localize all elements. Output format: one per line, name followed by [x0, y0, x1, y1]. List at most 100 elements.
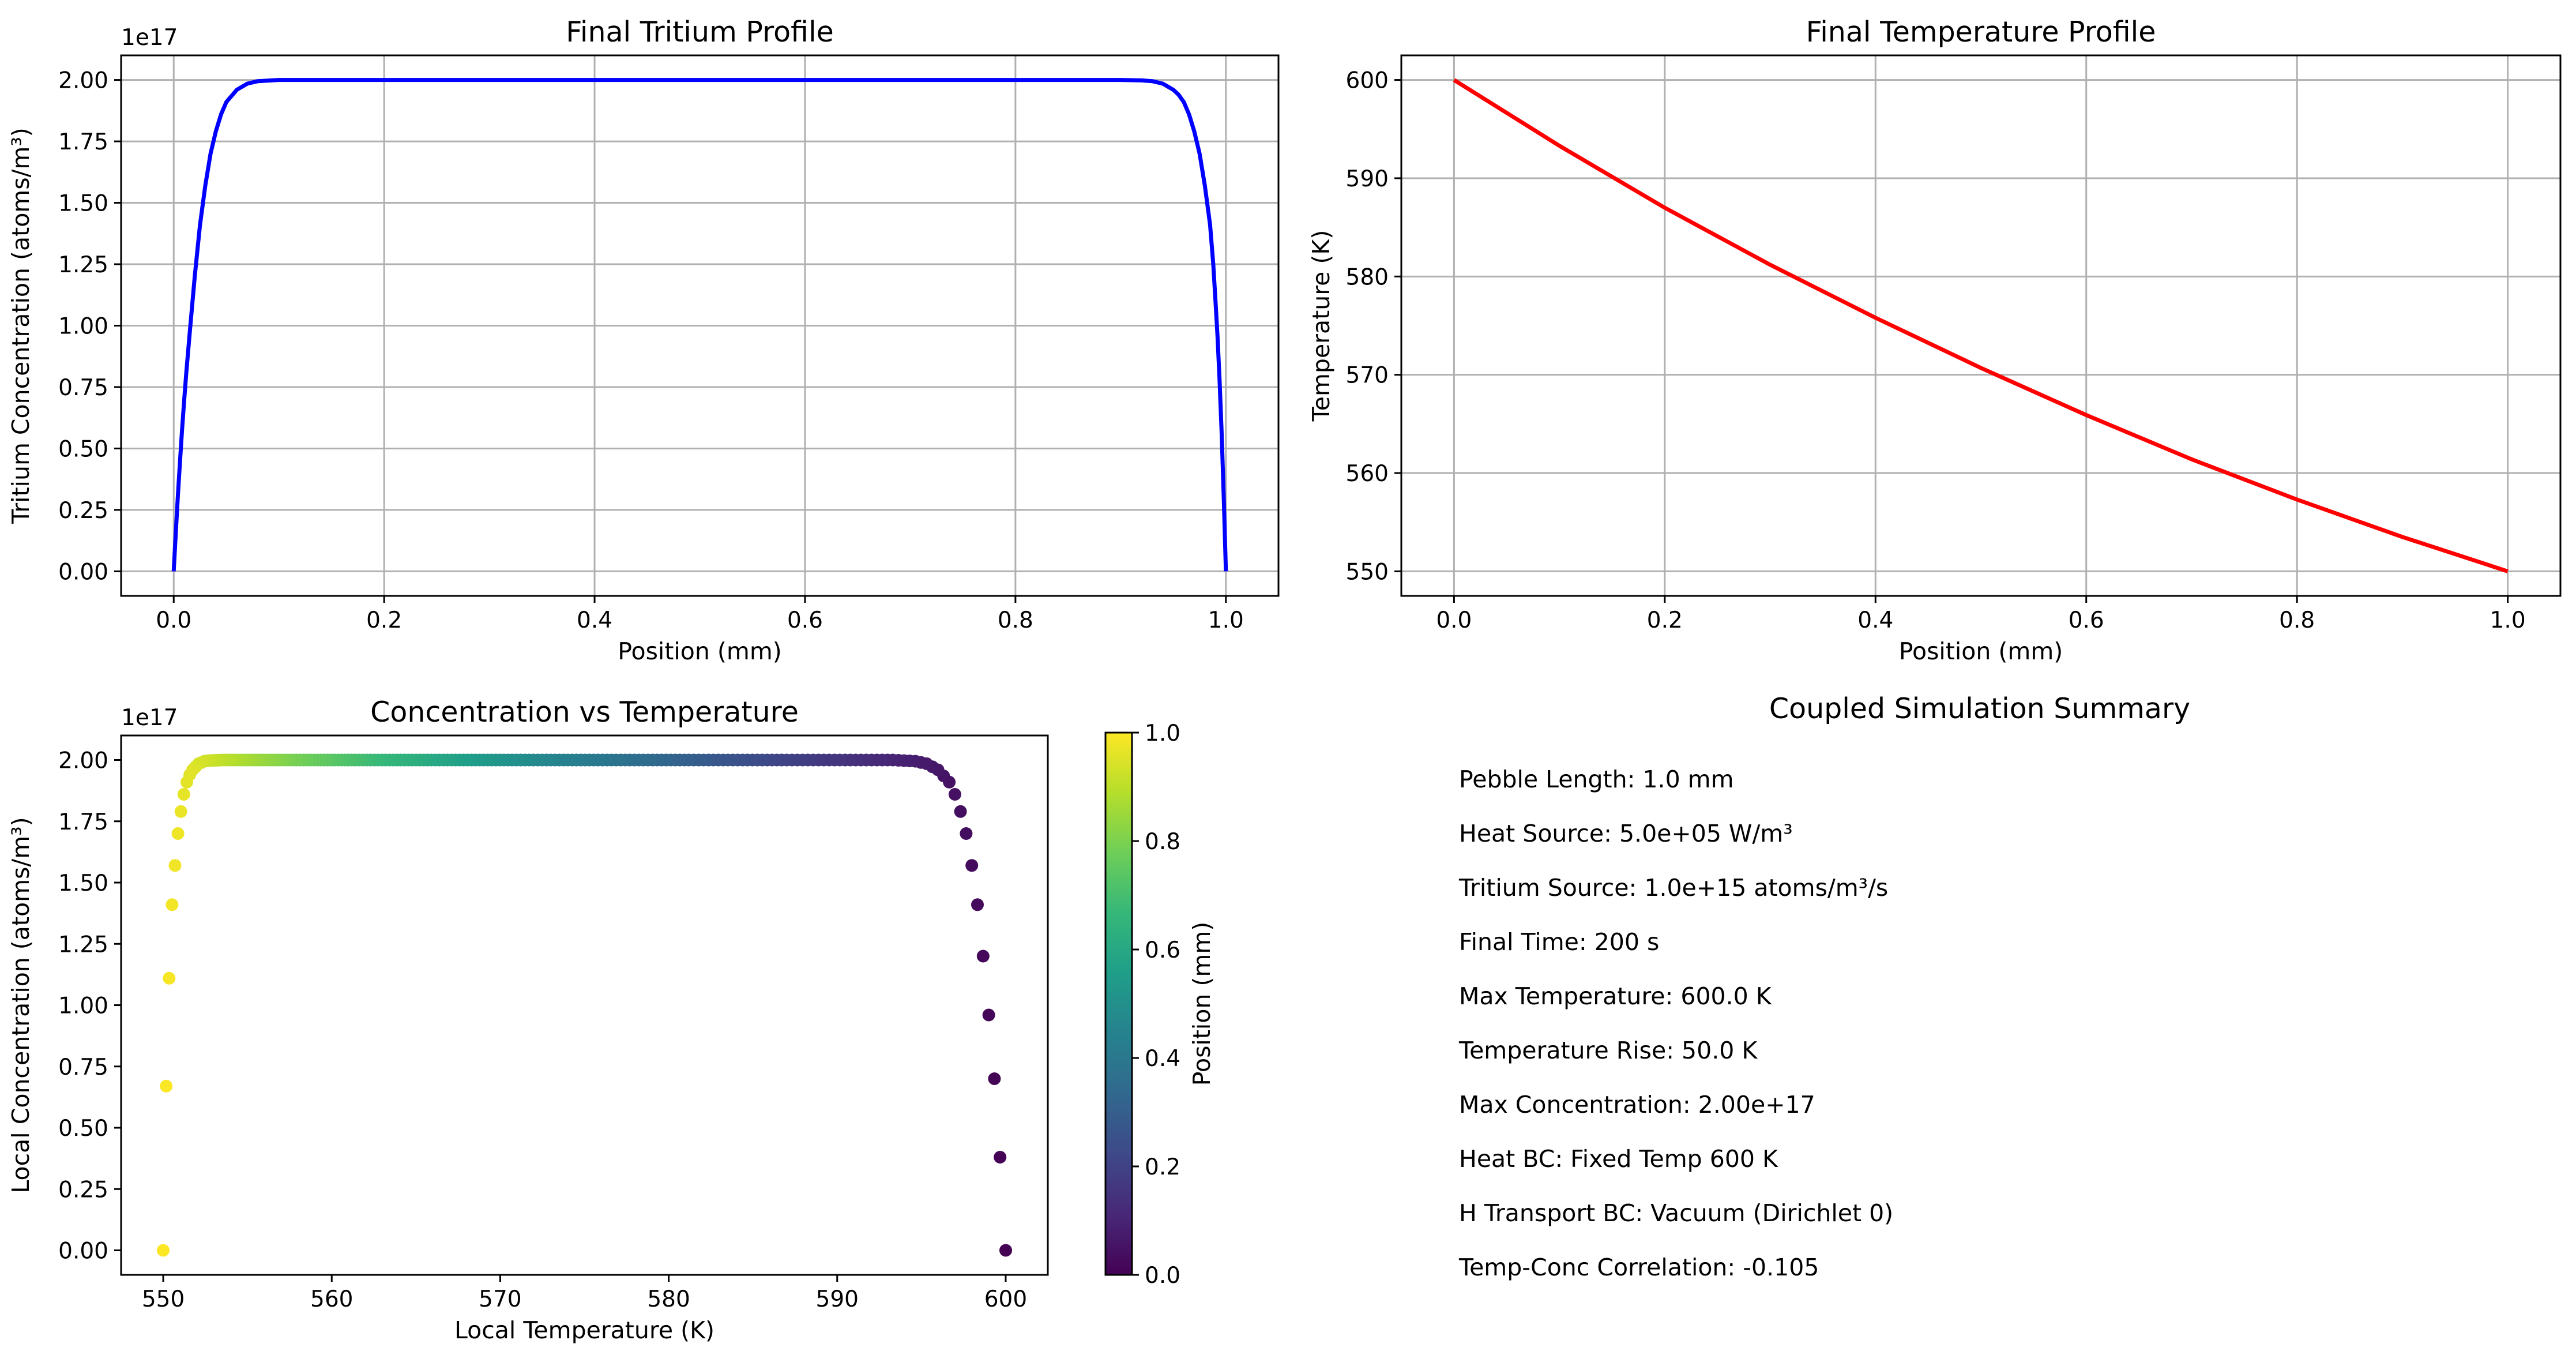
summary-heat-bc: Heat BC: Fixed Temp 600 K — [1459, 1145, 1778, 1173]
y-tick-label: 600 — [1346, 68, 1389, 94]
summary-max-concentration: Max Concentration: 2.00e+17 — [1459, 1091, 1815, 1119]
y-tick-label: 0.75 — [58, 375, 108, 401]
scatter-point — [174, 805, 187, 818]
scatter-point — [960, 827, 973, 840]
colorbar-tick-label: 0.4 — [1145, 1046, 1180, 1072]
scatter-point — [954, 805, 967, 818]
x-tick-label: 0.2 — [1647, 607, 1683, 633]
y-offset-text: 1e17 — [121, 705, 178, 731]
y-tick-label: 590 — [1346, 166, 1389, 192]
y-tick-label: 0.75 — [58, 1054, 108, 1080]
y-axis-label: Temperature (K) — [1307, 230, 1335, 422]
tritium-profile-chart: 0.0 0.2 0.4 0.6 0.8 1.0 0.00 0.25 0.50 0.75 1.00 1.… — [7, 16, 1280, 665]
y-tick-label: 580 — [1346, 264, 1389, 290]
x-tick-label: 580 — [647, 1286, 690, 1312]
x-axis-label: Position (mm) — [1899, 637, 2063, 665]
axes-frame — [120, 734, 1049, 1276]
scatter-point — [157, 1244, 170, 1257]
x-tick-label: 0.6 — [2069, 607, 2104, 633]
x-tick-label: 0.8 — [2279, 607, 2315, 633]
scatter-point — [965, 859, 979, 872]
x-tick-label: 0.2 — [366, 607, 402, 633]
chart-title: Final Tritium Profile — [566, 16, 834, 48]
scatter-point — [976, 950, 990, 963]
y-tick-label: 2.00 — [58, 68, 108, 94]
series-line — [171, 78, 1228, 572]
axes-frame — [1400, 54, 2562, 597]
colorbar-bar — [1104, 731, 1133, 1276]
y-tick-label: 0.50 — [58, 1116, 108, 1142]
x-tick-label: 0.8 — [998, 607, 1033, 633]
colorbar-tick-label: 0.0 — [1145, 1263, 1180, 1289]
x-axis-label: Local Temperature (K) — [454, 1316, 714, 1344]
y-tick-label: 1.25 — [58, 252, 108, 278]
scatter-point — [166, 898, 179, 911]
colorbar-tick-label: 0.6 — [1145, 937, 1180, 963]
y-tick-label: 550 — [1346, 559, 1389, 585]
x-tick-label: 0.0 — [1436, 607, 1472, 633]
x-axis-label: Position (mm) — [618, 637, 782, 665]
y-tick-label: 1.75 — [58, 809, 108, 835]
x-tick-label: 600 — [984, 1286, 1027, 1312]
colorbar-tick-label: 0.2 — [1145, 1154, 1180, 1180]
scatter-point — [163, 971, 176, 985]
y-tick-label: 1.00 — [58, 314, 108, 340]
series-line — [1453, 78, 2509, 573]
scatter-point — [177, 788, 190, 801]
y-tick-label: 560 — [1346, 461, 1389, 487]
scatter-point — [971, 898, 984, 911]
y-tick-label: 1.00 — [58, 993, 108, 1019]
x-tick-label: 0.6 — [787, 607, 823, 633]
y-tick-label: 1.50 — [58, 191, 108, 217]
x-tick-label: 0.0 — [156, 607, 191, 633]
summary-temperature-rise: Temperature Rise: 50.0 K — [1459, 1037, 1758, 1064]
scatter-point — [948, 788, 961, 801]
summary-max-temperature: Max Temperature: 600.0 K — [1459, 982, 1772, 1010]
axes-frame — [120, 54, 1280, 597]
temperature-profile-chart: 0.0 0.2 0.4 0.6 0.8 1.0 550 560 570 580 590 600 Fina… — [1307, 16, 2562, 665]
scatter-point — [171, 827, 185, 840]
x-tick-label: 560 — [310, 1286, 353, 1312]
y-axis-label: Local Concentration (atoms/m³) — [7, 817, 35, 1193]
x-tick-label: 1.0 — [2490, 607, 2526, 633]
scatter-point — [168, 859, 182, 872]
y-tick-label: 1.75 — [58, 129, 108, 155]
scatter-point — [988, 1072, 1001, 1085]
summary-pebble-length: Pebble Length: 1.0 mm — [1459, 765, 1734, 793]
colorbar-label: Position (mm) — [1188, 922, 1216, 1086]
chart-title: Final Temperature Profile — [1806, 16, 2156, 48]
y-tick-label: 1.25 — [58, 932, 108, 958]
summary-title: Coupled Simulation Summary — [1769, 692, 2191, 725]
x-tick-label: 0.4 — [577, 607, 612, 633]
scatter-point — [982, 1008, 995, 1022]
position-colorbar: 0.0 0.2 0.4 0.6 0.8 1.0 Position (mm) — [1104, 720, 1216, 1289]
scatter-point — [160, 1079, 173, 1093]
x-tick-label: 550 — [142, 1286, 185, 1312]
summary-h-transport-bc: H Transport BC: Vacuum (Dirichlet 0) — [1459, 1199, 1894, 1227]
x-tick-label: 590 — [816, 1286, 859, 1312]
y-offset-text: 1e17 — [121, 25, 178, 51]
x-tick-label: 0.4 — [1857, 607, 1893, 633]
y-tick-label: 0.00 — [58, 1239, 108, 1264]
y-axis-label: Tritium Concentration (atoms/m³) — [7, 127, 35, 524]
y-tick-label: 0.25 — [58, 1177, 108, 1203]
scatter-point — [180, 775, 193, 789]
summary-temp-conc-correlation: Temp-Conc Correlation: -0.105 — [1459, 1254, 1819, 1281]
y-tick-label: 570 — [1346, 363, 1389, 389]
concentration-vs-temperature-chart: 550 560 570 580 590 600 0.00 0.25 0.50 0.75 1.00 1.… — [7, 696, 1049, 1344]
y-tick-label: 2.00 — [58, 748, 108, 774]
chart-title: Concentration vs Temperature — [370, 696, 799, 729]
summary-tritium-source: Tritium Source: 1.0e+15 atoms/m³/s — [1459, 874, 1889, 902]
x-tick-label: 570 — [479, 1286, 521, 1312]
scatter-point — [999, 1244, 1012, 1257]
summary-heat-source: Heat Source: 5.0e+05 W/m³ — [1459, 820, 1793, 847]
colorbar-tick-label: 1.0 — [1145, 720, 1180, 746]
colorbar-tick-label: 0.8 — [1145, 829, 1180, 855]
y-tick-label: 0.50 — [58, 436, 108, 462]
y-tick-label: 0.25 — [58, 498, 108, 524]
summary-final-time: Final Time: 200 s — [1459, 928, 1660, 956]
y-tick-label: 0.00 — [58, 559, 108, 585]
x-tick-label: 1.0 — [1208, 607, 1244, 633]
y-tick-label: 1.50 — [58, 870, 108, 896]
